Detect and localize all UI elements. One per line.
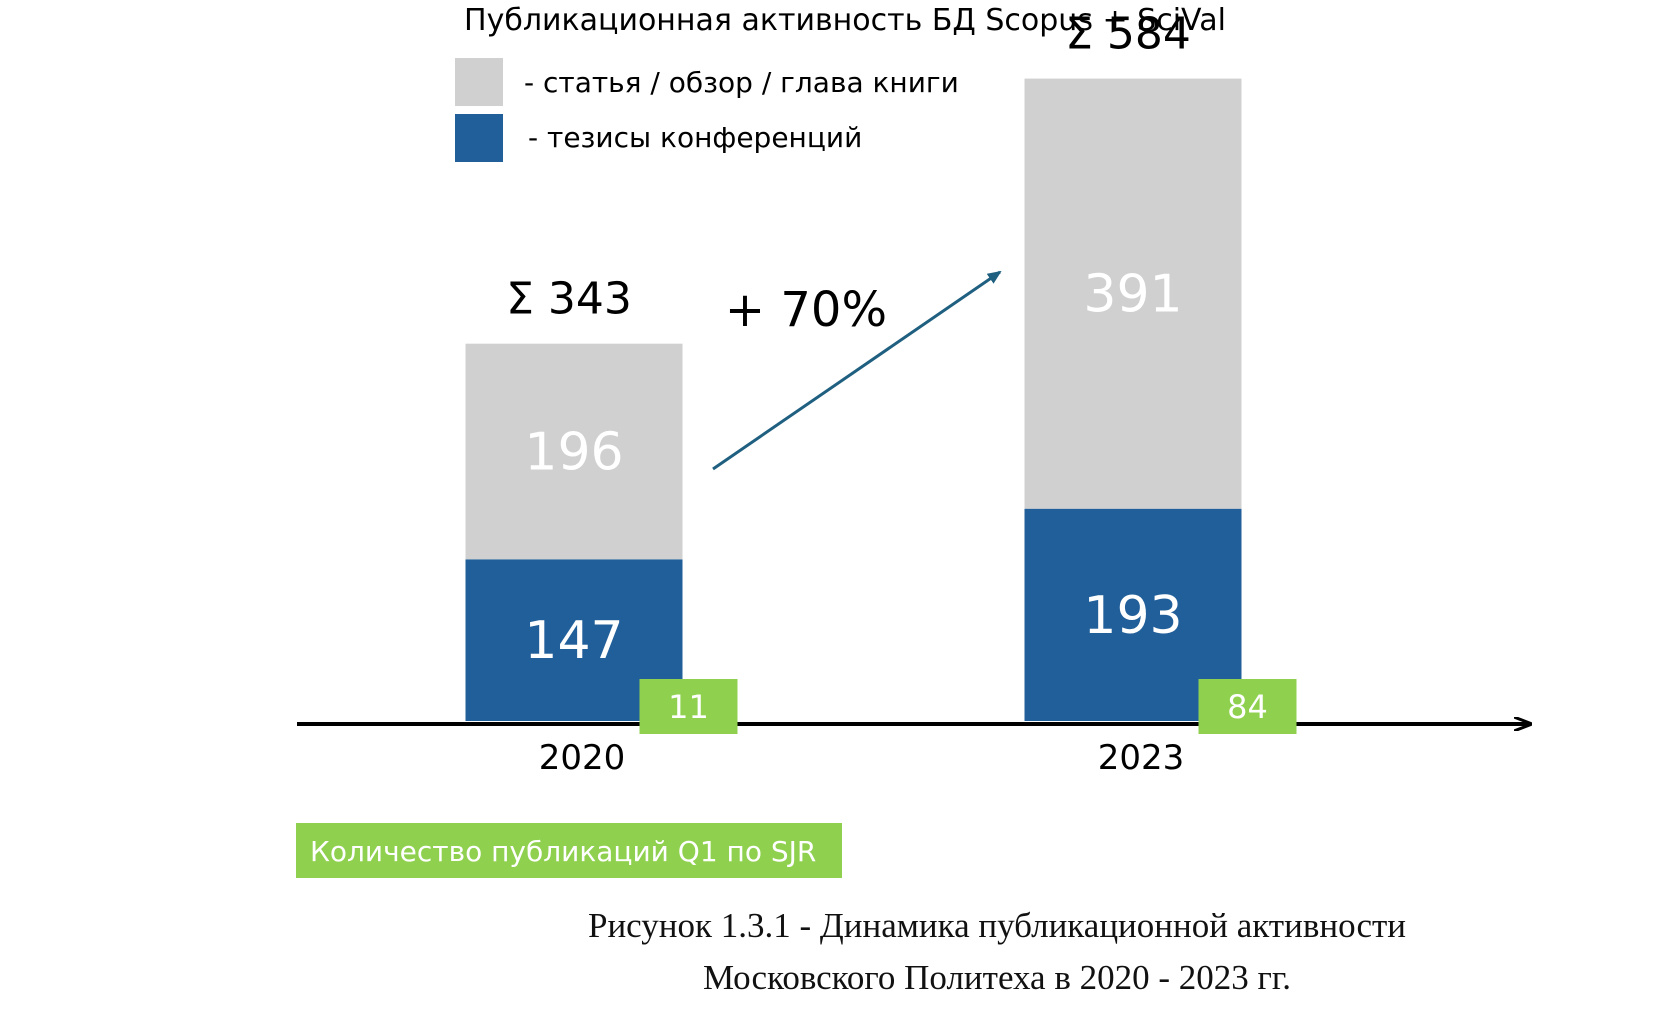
bar-value-label: 147 <box>524 611 623 671</box>
q1-badge-2023 <box>1198 679 1297 734</box>
bar-2020-articles <box>465 343 683 560</box>
bar-value-label: 193 <box>1083 586 1182 646</box>
caption-line-2: Московского Политеха в 2020 - 2023 гг. <box>702 958 1292 997</box>
q1-value-2023: 84 <box>1227 688 1268 726</box>
chart-title: Публикационная активность БД Scopus + Sc… <box>464 3 1226 38</box>
growth-label: + 70% <box>725 282 887 338</box>
chart: Публикационная активность БД Scopus + Sc… <box>296 3 1654 878</box>
bar-value-label: 391 <box>1083 265 1182 325</box>
legend: - статья / обзор / глава книги - тезисы … <box>455 58 959 162</box>
total-label-2023: Σ 584 <box>1065 9 1191 60</box>
q1-badge-2020 <box>639 679 738 734</box>
legend-swatch-conference <box>455 114 503 162</box>
q1-value-2020: 11 <box>668 688 709 726</box>
category-label-2020: 2020 <box>539 738 626 778</box>
legend-swatch-articles <box>455 58 503 106</box>
category-label-2023: 2023 <box>1098 738 1185 778</box>
bar-2023-articles <box>1024 78 1242 509</box>
q1-legend-box <box>296 823 842 878</box>
growth-arrow <box>712 270 1002 471</box>
legend-label-articles: - статья / обзор / глава книги <box>524 66 959 99</box>
figure-caption: Рисунок 1.3.1 - Динамика публикационной … <box>0 900 1654 1004</box>
total-label-2020: Σ 343 <box>506 274 632 325</box>
bar-value-label: 196 <box>524 423 623 483</box>
caption-line-1: Рисунок 1.3.1 - Динамика публикационной … <box>587 906 1407 945</box>
legend-label-conference: - тезисы конференций <box>528 121 862 154</box>
q1-legend-label: Количество публикаций Q1 по SJR <box>310 835 816 868</box>
